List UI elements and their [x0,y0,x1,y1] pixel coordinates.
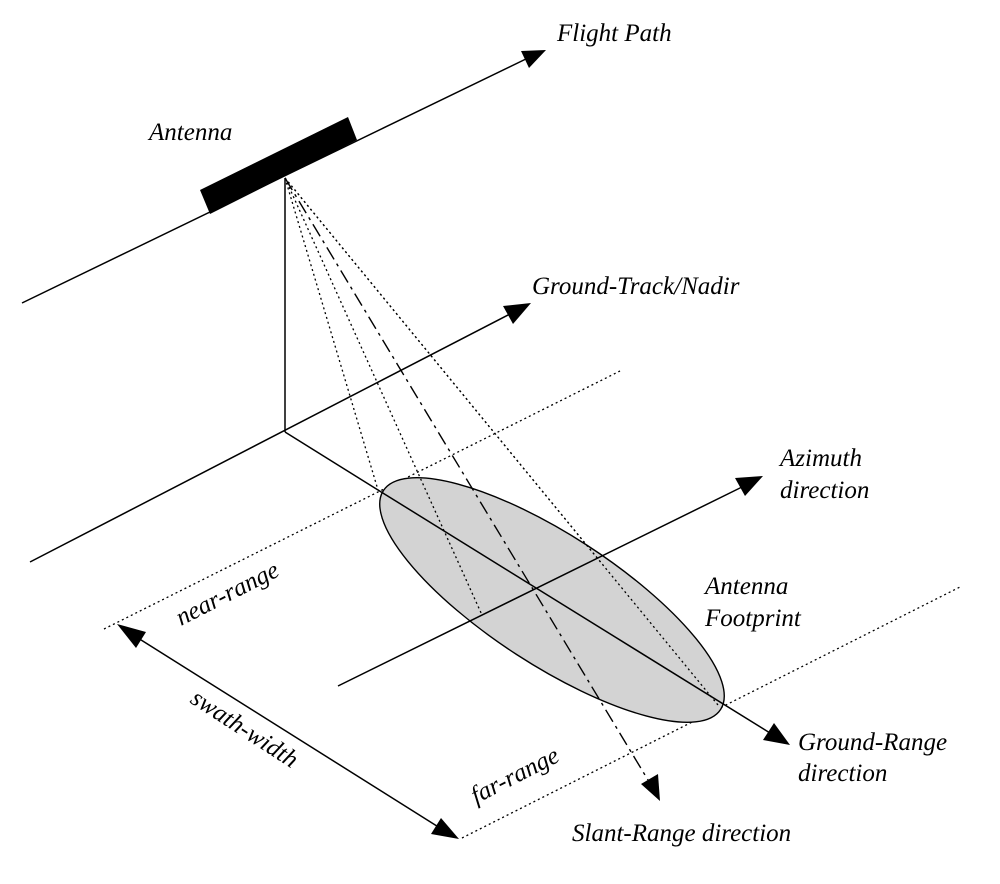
ground-range-label-line2: direction [798,760,887,787]
antenna-icon [200,117,357,214]
near-range-line [103,370,621,630]
antenna-label: Antenna [147,119,232,146]
azimuth-label-line1: Azimuth [778,445,862,472]
ground-track-label: Ground-Track/Nadir [532,273,740,300]
near-range-label: near-range [171,556,283,631]
azimuth-arrow [337,476,763,687]
swath-width-label: swath-width [186,684,303,773]
ground-range-label-line1: Ground-Range [798,729,947,756]
flight-path-label: Flight Path [556,20,672,47]
beam-lines [284,177,719,706]
footprint-label-line1: Antenna [703,573,788,600]
slant-range-label: Slant-Range direction [572,820,791,847]
footprint-label-line2: Footprint [704,605,802,632]
far-range-label: far-range [466,742,563,809]
ground-range-arrow [377,489,790,745]
azimuth-label-line2: direction [780,477,869,504]
antenna-footprint-ellipse [379,477,725,723]
ground-track-arrow [29,303,531,563]
swath-width-arrow [117,624,459,839]
far-range-line [461,585,963,839]
slant-range-arrow [284,177,660,801]
nadir-to-footprint-line [284,431,379,491]
